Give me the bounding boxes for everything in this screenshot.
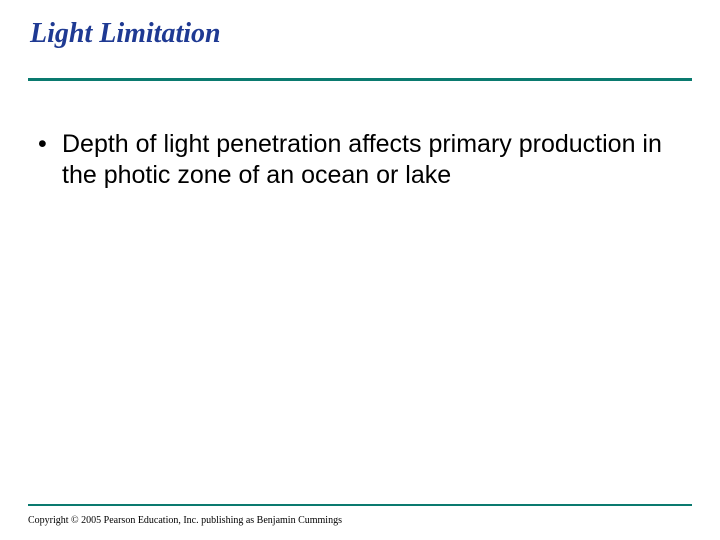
bullet-item: Depth of light penetration affects prima… [34,129,692,192]
bullet-list: Depth of light penetration affects prima… [28,129,692,192]
divider-top [28,78,692,81]
slide-title: Light Limitation [28,18,692,50]
divider-bottom [28,504,692,506]
slide: Light Limitation Depth of light penetrat… [0,0,720,540]
copyright-text: Copyright © 2005 Pearson Education, Inc.… [28,515,342,526]
